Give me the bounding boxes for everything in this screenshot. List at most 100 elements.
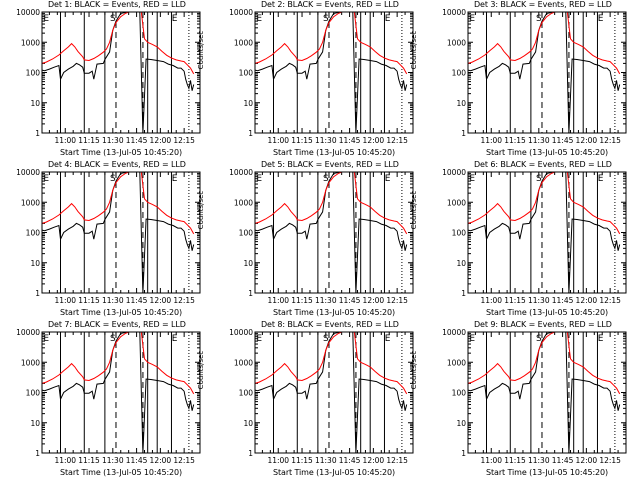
x-axis-label: Start Time (13-Jul-05 10:45:20) [60,468,183,477]
x-tick-label: 11:30 [102,456,124,465]
marker-letter: S [536,14,542,24]
x-tick-label: 11:00 [267,296,289,305]
plot-frame [467,11,627,134]
y-tick-label: 10000 [229,168,253,177]
marker-letter: E [469,14,475,24]
x-tick-label: 11:15 [78,136,100,145]
x-tick-label: 12:15 [173,296,195,305]
panel-title: Det 1: BLACK = Events, RED = LLD [48,0,186,9]
x-tick-label: 11:00 [267,456,289,465]
y-tick-label: 10000 [16,168,40,177]
marker-letter: E [385,14,391,24]
y-tick-label: 10000 [442,328,466,337]
marker-letter: S [110,334,116,344]
detector-panel-5: 1 10 100 1000 10000 11:00 11:15 11:30 11:45 12:00… [197,160,426,320]
x-tick-label: 11:30 [102,136,124,145]
plot-frame [41,171,201,294]
x-tick-label: 11:30 [528,456,550,465]
detector-panel-3: 1 10 100 1000 10000 11:00 11:15 11:30 11:45 12:00… [410,0,639,160]
plot-area: 1 10 100 1000 10000 11:00 11:15 11:30 11:45 12:00… [442,328,627,465]
series-line-lld [41,11,195,75]
series-line-events [41,171,195,294]
x-tick-label: 11:45 [126,296,148,305]
x-tick-label: 12:00 [363,296,385,305]
x-tick-label: 12:15 [386,456,408,465]
y-tick-label: 1 [35,289,40,298]
plot-area: 1 10 100 1000 10000 11:00 11:15 11:30 11:45 12:00… [16,8,201,145]
x-tick-label: 11:45 [339,456,361,465]
series-line-lld [467,331,621,395]
y-tick-label: 1000 [234,358,253,367]
series-line-events [467,11,621,134]
x-tick-label: 12:15 [386,136,408,145]
series-line-events [254,171,408,294]
y-axis-label: Counts/sec [197,190,205,230]
marker-letter: E [598,334,604,344]
series-line-lld [254,171,408,235]
y-tick-label: 100 [26,229,41,238]
x-tick-label: 12:00 [576,456,598,465]
y-tick-label: 1 [461,289,466,298]
marker-letter: E [43,334,49,344]
x-axis-label: Start Time (13-Jul-05 10:45:20) [60,308,183,317]
x-tick-label: 11:00 [480,296,502,305]
y-axis-label: Counts/sec [410,190,418,230]
marker-letter: E [256,174,262,184]
y-tick-label: 1000 [21,198,40,207]
series-line-events [254,11,408,134]
y-axis-label: Counts/sec [410,30,418,70]
series-line-lld [41,171,195,235]
y-tick-label: 1 [248,449,253,458]
y-tick-label: 10 [456,259,466,268]
x-tick-label: 11:00 [54,136,76,145]
detector-panel-9: 1 10 100 1000 10000 11:00 11:15 11:30 11:45 12:00… [410,320,639,480]
marker-letter: S [110,174,116,184]
x-tick-label: 11:45 [552,296,574,305]
x-tick-label: 11:00 [480,136,502,145]
y-tick-label: 100 [239,229,254,238]
y-tick-label: 10000 [16,328,40,337]
plot-frame [254,171,414,294]
marker-letter: E [172,14,178,24]
y-axis-label: Counts/sec [410,350,418,390]
x-tick-label: 12:00 [150,456,172,465]
marker-letter: E [385,334,391,344]
x-tick-label: 12:15 [599,136,621,145]
y-tick-label: 10 [30,259,40,268]
marker-letter: S [323,174,329,184]
panel-title: Det 3: BLACK = Events, RED = LLD [474,0,612,9]
y-tick-label: 100 [452,389,467,398]
x-tick-label: 11:30 [315,456,337,465]
y-tick-label: 10000 [442,8,466,17]
series-line-events [41,331,195,454]
panel-title: Det 9: BLACK = Events, RED = LLD [474,320,612,329]
x-tick-label: 11:45 [552,456,574,465]
panel-title: Det 6: BLACK = Events, RED = LLD [474,160,612,169]
x-tick-label: 12:00 [576,136,598,145]
x-tick-label: 11:15 [291,136,313,145]
y-tick-label: 10000 [229,328,253,337]
plot-frame [254,331,414,454]
y-tick-label: 100 [26,389,41,398]
y-tick-label: 1 [248,289,253,298]
panel-title: Det 4: BLACK = Events, RED = LLD [48,160,186,169]
marker-letter: S [110,14,116,24]
y-tick-label: 1000 [447,198,466,207]
marker-letter: S [536,174,542,184]
x-tick-label: 11:15 [504,136,526,145]
x-axis-label: Start Time (13-Jul-05 10:45:20) [486,468,609,477]
x-tick-label: 12:00 [363,136,385,145]
x-tick-label: 11:15 [291,456,313,465]
y-tick-label: 1 [461,449,466,458]
plot-area: 1 10 100 1000 10000 11:00 11:15 11:30 11:45 12:00… [229,168,414,305]
y-tick-label: 1000 [21,358,40,367]
x-tick-label: 12:15 [386,296,408,305]
x-axis-label: Start Time (13-Jul-05 10:45:20) [60,148,183,157]
y-tick-label: 1 [461,129,466,138]
x-tick-label: 12:15 [599,456,621,465]
y-tick-label: 10000 [229,8,253,17]
y-tick-label: 10000 [442,168,466,177]
x-axis-label: Start Time (13-Jul-05 10:45:20) [273,308,396,317]
plot-frame [467,171,627,294]
